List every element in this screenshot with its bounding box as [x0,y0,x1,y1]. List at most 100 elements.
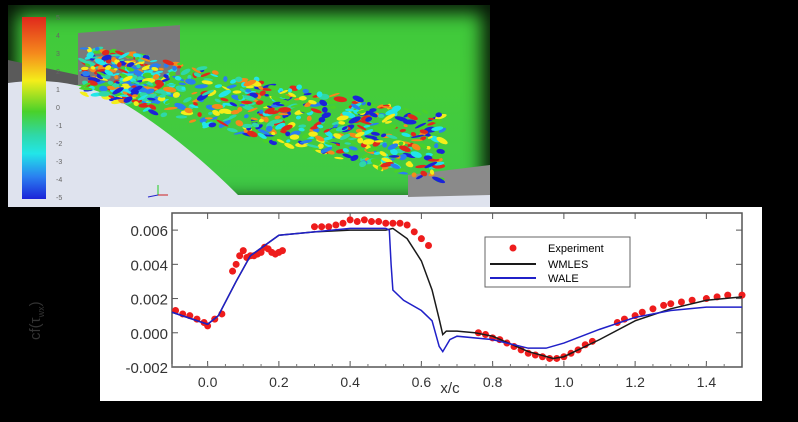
vortex-structure [269,119,284,124]
vortex-structure [279,89,289,94]
vortex-structure [162,59,174,66]
vortex-structure [275,122,286,130]
vortex-structure [393,169,404,173]
vortex-structure [115,81,120,84]
vortex-structure [381,157,393,163]
vortex-structure [243,79,257,87]
vortex-structure [124,55,134,59]
vortex-structure [394,116,409,122]
vortex-structure [432,176,446,184]
vortex-structure [80,82,91,89]
x-tick-label: 1.4 [697,374,717,390]
vortex-structure [419,143,428,149]
vortex-structure [181,86,186,91]
vortex-structure [403,112,411,118]
colorbar-tick-label: -4 [56,177,63,184]
vortex-structure [361,101,366,106]
vortex-structure [137,94,149,101]
vortex-structure [303,92,312,96]
vortex-structure [285,131,291,137]
vortex-structure [286,139,291,143]
vortex-structure [201,121,207,128]
experiment-point [677,298,685,306]
vortex-structure [359,161,367,168]
vortex-structure [339,133,351,140]
vortex-structure [196,66,208,71]
vortex-structure [112,73,120,77]
vortex-structure [220,97,229,102]
vortex-structure [152,74,160,80]
vortex-structure [151,66,159,71]
vortex-structure [362,139,375,145]
experiment-point [353,218,361,226]
vortex-structure [390,163,401,169]
vortex-structure [239,88,246,93]
vortex-structure [321,136,335,142]
vortex-structure [172,92,180,98]
vortex-structure [369,108,377,112]
vortex-structure [148,104,157,110]
vortex-structure [90,66,96,70]
experiment-point [417,235,425,243]
vortex-structure [107,85,116,90]
vortex-structure [416,174,424,180]
vortex-structure [388,155,400,158]
vortex-structure [265,125,273,132]
vortex-structure [333,133,343,139]
vortex-structure [308,99,317,105]
experiment-point [278,247,286,255]
vortex-structure [434,143,439,149]
vortex-structure [122,75,133,82]
vortex-structure [158,67,164,71]
series-line-wale [171,227,742,353]
vortex-structure [296,84,302,90]
experiment-point [239,247,247,255]
vortex-structure [379,151,387,157]
vortex-structure [299,106,312,113]
legend-label-experiment: Experiment [548,243,604,255]
vortex-structure [327,92,340,98]
vortex-structure [222,116,234,122]
vortex-structure [166,83,177,87]
vortex-structure [230,79,237,84]
vortex-structure [435,114,447,120]
vortex-structure [276,139,285,144]
vortex-structure [98,90,111,97]
vortex-structure [398,141,404,146]
y-axis-label: cf(τwx) [27,301,46,340]
vortex-structure [376,104,384,108]
vortex-structure [298,124,307,128]
vortex-structure [281,93,286,99]
experiment-point [332,221,340,229]
vortex-structure [118,83,123,87]
x-tick-label: 0.0 [198,374,218,390]
vortex-structure [427,136,433,139]
vortex-structure [411,139,423,142]
vortex-structure [421,109,429,114]
plot-frame [171,212,743,368]
vortex-structure [134,57,140,60]
vortex-structure [275,103,285,106]
vortex-structure [174,76,182,81]
vortex-structure [243,114,249,119]
vortex-structure [80,91,88,95]
vortex-structure [318,116,326,123]
vortex-structure [208,111,213,115]
vortex-structure [359,120,373,125]
vortex-structure [280,130,288,134]
vortex-structure [438,127,447,133]
vortex-structure [424,161,438,169]
vortex-structure [425,152,433,157]
vortex-structure [316,91,323,98]
vortex-structure [249,120,262,123]
vortex-structure [367,102,372,106]
vortex-structure [212,110,220,116]
vortex-structure [366,147,378,152]
vortex-structure [357,137,364,144]
vortex-structure [308,131,318,137]
flow-visualization [8,25,490,207]
y-tick-label: 0.004 [130,257,168,274]
vortex-structure [201,89,214,96]
vortex-structure [402,141,411,145]
vortex-structure [330,105,337,110]
